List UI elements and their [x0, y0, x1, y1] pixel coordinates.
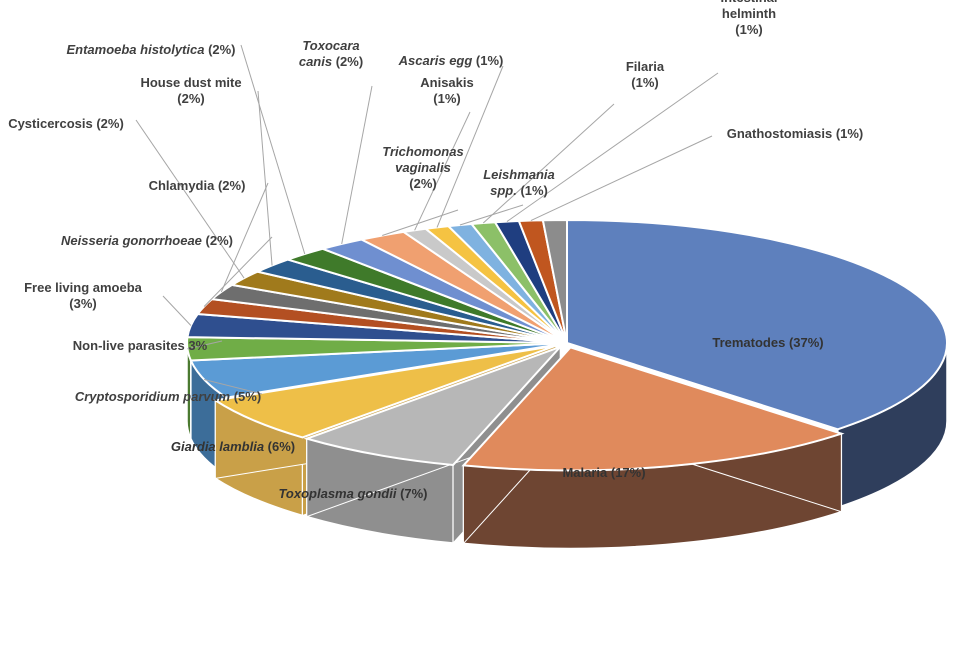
leader-line-11 — [240, 44, 306, 255]
label-chlamydia: Chlamydia (2%) — [149, 178, 246, 193]
label-line: Anisakis — [420, 75, 473, 90]
label-trichomonas-vaginalis: Trichomonas vaginalis (2%) — [382, 144, 463, 191]
label-malaria: Malaria (17%) — [562, 465, 645, 480]
label-entamoeba-histolytica: Entamoeba histolytica (2%) — [66, 42, 235, 57]
leader-line-7 — [203, 236, 273, 307]
label-toxocara-canis: Toxocara canis (2%) — [299, 38, 363, 69]
label-line: (2%) — [177, 91, 204, 106]
leader-line-4 — [204, 379, 263, 395]
leader-line-5 — [187, 340, 223, 350]
slice-giardia-lamblia — [212, 344, 557, 439]
slice-malaria — [461, 346, 845, 472]
label-leishmania-spp-: Leishmania spp. (1%) — [483, 167, 555, 198]
label-line: spp. (1%) — [490, 183, 548, 198]
label-line: Non-live parasites 3% — [73, 338, 208, 353]
label-cryptosporidium-parvum: Cryptosporidium parvum (5%) — [75, 389, 261, 404]
label-line: canis (2%) — [299, 54, 363, 69]
label-anisakis: Anisakis (1%) — [420, 75, 473, 106]
label-line: (1%) — [631, 75, 658, 90]
label-free-living-amoeba: Free living amoeba (3%) — [24, 280, 143, 311]
label-non-live-parasites: Non-live parasites 3% — [73, 338, 208, 353]
label-line: Filaria — [626, 59, 665, 74]
leader-line-13 — [382, 209, 459, 236]
label-line: Trematodes (37%) — [712, 335, 823, 350]
label-line: Trichomonas — [382, 144, 463, 159]
label-toxoplasma-gondii: Toxoplasma gondii (7%) — [278, 486, 427, 501]
label-giardia-lamblia: Giardia lamblia (6%) — [171, 439, 295, 454]
label-line: Neisseria gonorrhoeae (2%) — [61, 233, 233, 248]
label-gnathostomiasis: Gnathostomiasis (1%) — [727, 126, 864, 141]
pie-tops — [186, 218, 948, 472]
label-line: Cryptosporidium parvum (5%) — [75, 389, 261, 404]
label-ascaris-egg: Ascaris egg (1%) — [398, 53, 504, 68]
label-line: Giardia lamblia (6%) — [171, 439, 295, 454]
label-line: (2%) — [409, 176, 436, 191]
slice-unlabeled-last — [541, 218, 568, 344]
label-line: Leishmania — [483, 167, 555, 182]
label-intestinal-helminth: Intestinalhelminth(1%) — [720, 0, 777, 37]
slice-labels: Trematodes (37%) Malaria (17%) Toxoplasma … — [8, 0, 863, 501]
label-line: Gnathostomiasis (1%) — [727, 126, 864, 141]
label-line: vaginalis — [395, 160, 451, 175]
label-cysticercosis: Cysticercosis (2%) — [8, 116, 124, 131]
label-line: Malaria (17%) — [562, 465, 645, 480]
leader-line-15 — [436, 65, 504, 228]
leader-line-19 — [530, 135, 713, 222]
leader-line-8 — [220, 182, 269, 293]
label-line: helminth — [722, 6, 776, 21]
label-line: Cysticercosis (2%) — [8, 116, 124, 131]
label-line: House dust mite — [140, 75, 241, 90]
label-line: (3%) — [69, 296, 96, 311]
label-trematodes: Trematodes (37%) — [712, 335, 823, 350]
leader-line-9 — [135, 119, 245, 279]
label-line: Intestinal — [720, 0, 777, 5]
label-line: Toxocara — [302, 38, 359, 53]
label-line: Toxoplasma gondii (7%) — [278, 486, 427, 501]
label-line: Free living amoeba — [24, 280, 143, 295]
label-line: Ascaris egg (1%) — [398, 53, 504, 68]
leader-line-18 — [506, 72, 719, 222]
label-filaria: Filaria (1%) — [626, 59, 665, 90]
label-line: Chlamydia (2%) — [149, 178, 246, 193]
leader-lines — [135, 44, 719, 395]
label-neisseria-gonorrhoeae: Neisseria gonorrhoeae (2%) — [61, 233, 233, 248]
leader-line-10 — [257, 90, 273, 266]
label-line: Entamoeba histolytica (2%) — [66, 42, 235, 57]
leader-line-12 — [341, 85, 373, 245]
leader-line-14 — [414, 111, 471, 231]
slice-toxoplasma-gondii — [303, 346, 561, 467]
leader-line-6 — [162, 295, 192, 326]
label-line: (1%) — [735, 22, 762, 37]
label-line: (1%) — [433, 91, 460, 106]
label-house-dust-mite: House dust mite (2%) — [140, 75, 241, 106]
slice-trematodes — [566, 218, 948, 431]
leader-line-17 — [482, 103, 615, 224]
